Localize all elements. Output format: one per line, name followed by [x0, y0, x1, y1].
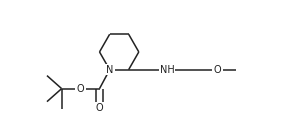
Text: O: O: [77, 84, 84, 94]
Text: NH: NH: [160, 65, 175, 75]
Text: O: O: [214, 65, 221, 75]
Text: O: O: [96, 103, 103, 113]
Text: N: N: [106, 65, 113, 75]
